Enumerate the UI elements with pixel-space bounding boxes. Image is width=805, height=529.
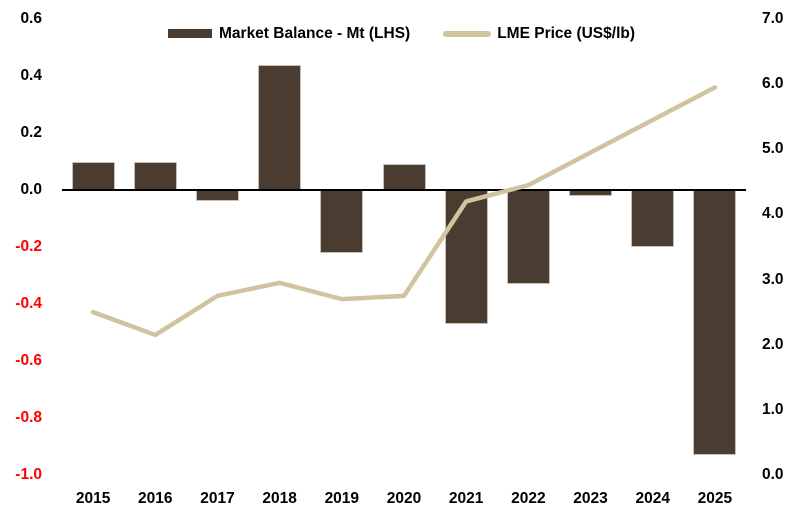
market-balance-bar — [631, 190, 675, 247]
y-axis-right-tick-label: 2.0 — [762, 335, 784, 353]
x-axis-label: 2025 — [697, 490, 733, 507]
zero-axis-line — [62, 189, 746, 191]
x-axis-label: 2015 — [75, 490, 111, 507]
legend-swatch-bar — [168, 29, 212, 38]
lme-price-line-path — [90, 85, 718, 338]
legend-label-lme-price: LME Price (US$/lb) — [497, 25, 636, 42]
y-axis-left-tick-label: -0.8 — [15, 409, 42, 426]
market-balance-bar — [133, 161, 177, 190]
x-axis-label: 2019 — [324, 490, 360, 507]
x-axis-label: 2021 — [448, 490, 484, 507]
y-axis-right-tick-label: 0.0 — [762, 466, 784, 483]
legend: Market Balance - Mt (LHS) LME Price (US$… — [168, 24, 635, 43]
y-axis-right-tick-label: 7.0 — [762, 10, 784, 27]
y-axis-left-tick-label: 0.0 — [20, 181, 42, 198]
legend-label-market-balance: Market Balance - Mt (LHS) — [219, 25, 411, 42]
x-axis-label: 2024 — [635, 490, 670, 507]
legend-item-lme-price: LME Price (US$/lb) — [443, 24, 635, 43]
x-axis-label: 2023 — [573, 490, 608, 507]
market-balance-bar — [382, 164, 426, 190]
y-axis-right-tick-label: 3.0 — [762, 270, 784, 288]
y-axis-left-tick-label: 0.2 — [20, 124, 42, 141]
y-axis-right-tick-label: 5.0 — [762, 140, 784, 158]
y-axis-left-tick-label: -0.4 — [15, 295, 42, 312]
y-axis-right-tick-label: 1.0 — [762, 400, 784, 418]
market-balance-bar — [506, 190, 550, 285]
market-balance-bar — [71, 161, 115, 190]
y-axis-right-tick-label: 4.0 — [762, 205, 784, 223]
x-axis-label: 2020 — [386, 490, 422, 507]
market-balance-bar — [444, 190, 488, 324]
market-balance-bar — [258, 64, 302, 190]
y-axis-right-tick-label: 6.0 — [762, 75, 784, 93]
y-axis-left-tick-label: -0.6 — [15, 352, 42, 369]
y-axis-left-tick-label: -1.0 — [15, 466, 42, 483]
y-axis-left-tick-label: -0.2 — [15, 238, 42, 255]
x-axis-label: 2017 — [200, 490, 235, 507]
legend-swatch-line — [443, 30, 492, 37]
x-axis-label: 2018 — [262, 490, 297, 507]
y-axis-left-tick-label: 0.6 — [20, 10, 42, 27]
legend-item-market-balance: Market Balance - Mt (LHS) — [168, 24, 410, 43]
x-axis-label: 2016 — [138, 490, 173, 507]
market-balance-bar — [693, 190, 737, 456]
x-axis-label: 2022 — [511, 490, 546, 507]
market-balance-bar — [320, 190, 364, 253]
y-axis-left-tick-label: 0.4 — [20, 67, 42, 84]
